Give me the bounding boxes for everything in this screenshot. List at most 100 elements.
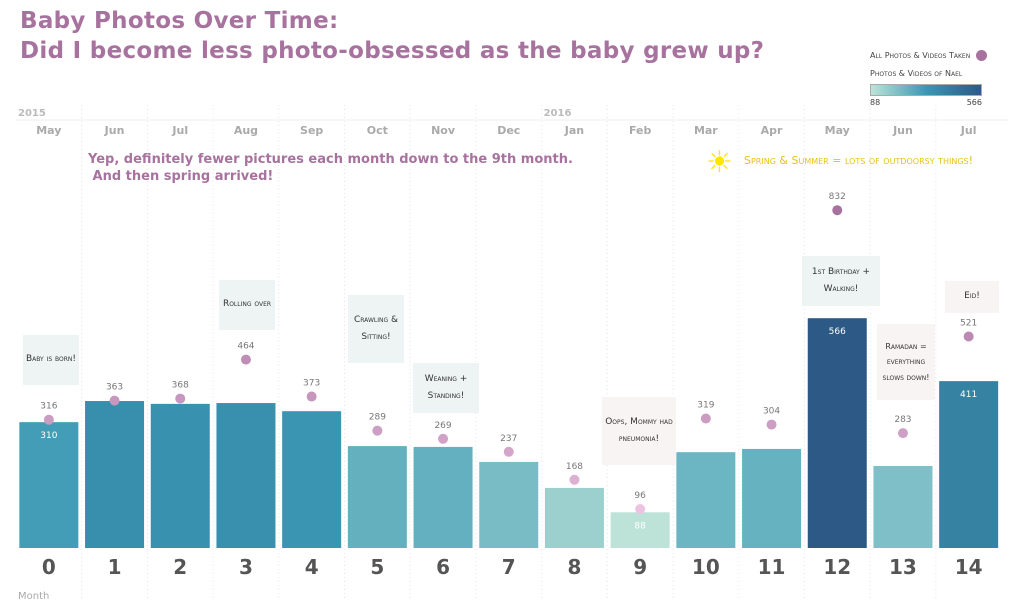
dot [569,474,580,485]
dot [438,433,449,444]
bar [544,487,604,548]
bar [19,422,79,548]
dot [503,446,514,457]
month-label: Apr [761,124,783,137]
legend: All Photos & Videos Taken Photos & Video… [870,50,988,107]
bar [610,512,670,548]
month-label: Oct [367,124,388,137]
month-label: Sep [300,124,323,137]
x-tick-label: 14 [955,555,983,579]
bar [742,448,802,548]
dot [109,395,120,406]
bar-label: 566 [829,327,846,337]
bar [413,446,473,548]
dot-label: 464 [237,342,254,352]
dot-label: 96 [634,491,646,501]
annotation-crawling: Crawling & Sitting! [348,295,404,363]
dot [963,331,974,342]
dot [43,414,54,425]
x-tick-label: 6 [436,555,450,579]
dot-label: 269 [434,421,451,431]
bar [282,411,342,548]
dot-label: 363 [106,383,123,393]
month-label: Jul [960,124,977,137]
month-label: May [36,124,61,137]
x-tick-label: 11 [758,555,786,579]
annotation-rolling: Rolling over [219,280,275,330]
month-label: Jul [171,124,188,137]
month-label: Nov [431,124,456,137]
month-label: May [825,124,850,137]
month-label: Mar [694,124,718,137]
dot-label: 168 [566,462,583,472]
ramp-min: 88 [870,98,881,107]
dot [832,205,843,216]
x-tick-label: 1 [108,555,122,579]
annotation-born: Baby is born! [23,335,79,385]
x-tick-label: 3 [239,555,253,579]
annotation-birthday: 1st Birthday + Walking! [802,256,880,306]
x-tick-label: 5 [370,555,384,579]
bar [85,401,145,548]
dot-label: 237 [500,434,517,444]
annotation-eid: Eid! [945,281,999,313]
year-label: 2015 [18,108,46,119]
dot-label: 316 [40,402,57,412]
x-tick-label: 0 [42,555,56,579]
dot [897,428,908,439]
x-tick-label: 4 [305,555,319,579]
x-tick-label: 12 [823,555,851,579]
year-label: 2016 [544,108,572,119]
annotation-oops: Oops, Mommy had pneumonia! [602,397,676,465]
dot-label: 521 [960,318,977,328]
dot-label: 368 [172,381,189,391]
x-tick-label: 8 [567,555,581,579]
legend-bars-label: Photos & Videos of Nael [870,69,963,78]
annotation-weaning: Weaning + Standing! [413,363,479,413]
bar [150,403,210,548]
dot-label: 319 [697,400,714,410]
chart-title: Baby Photos Over Time: [20,8,339,34]
bar [873,465,933,548]
month-label: Feb [629,124,652,137]
bar [807,318,867,548]
dot-label: 832 [829,192,846,202]
color-ramp [870,84,982,96]
month-label: Jun [104,124,125,137]
legend-dots-label: All Photos & Videos Taken [870,51,971,60]
sun-icon: ☀ [706,145,733,180]
x-tick-label: 10 [692,555,720,579]
chart-subtitle: Did I become less photo-obsessed as the … [20,38,765,64]
dot [635,504,646,515]
bar-label: 310 [40,431,57,441]
dot [175,393,186,404]
bar [479,461,539,548]
month-label: Jun [892,124,913,137]
dot [240,354,251,365]
dot [766,419,777,430]
legend-dot-icon [976,50,988,61]
dot [372,425,383,436]
annotation-ramadan: Ramadan = everything slows down! [877,324,935,400]
dot-label: 304 [763,407,780,417]
bar [347,446,407,548]
bar-label: 411 [960,390,977,400]
bar [216,403,276,548]
x-tick-label: 7 [502,555,516,579]
month-label: Dec [497,124,520,137]
spring-annotation: Spring & Summer = lots of outdoorsy thin… [744,154,974,167]
dot-label: 373 [303,379,320,389]
dot-label: 283 [894,415,911,425]
month-label: Aug [234,124,258,137]
main-annotation: Yep, definitely fewer pictures each mont… [88,152,573,184]
x-tick-label: 13 [889,555,917,579]
bar-label: 88 [634,521,646,531]
bar [676,452,736,548]
dot [700,413,711,424]
x-tick-label: 2 [173,555,187,579]
dot-label: 289 [369,413,386,423]
dot [306,391,317,402]
ramp-max: 566 [966,98,982,107]
x-tick-label: 9 [633,555,647,579]
